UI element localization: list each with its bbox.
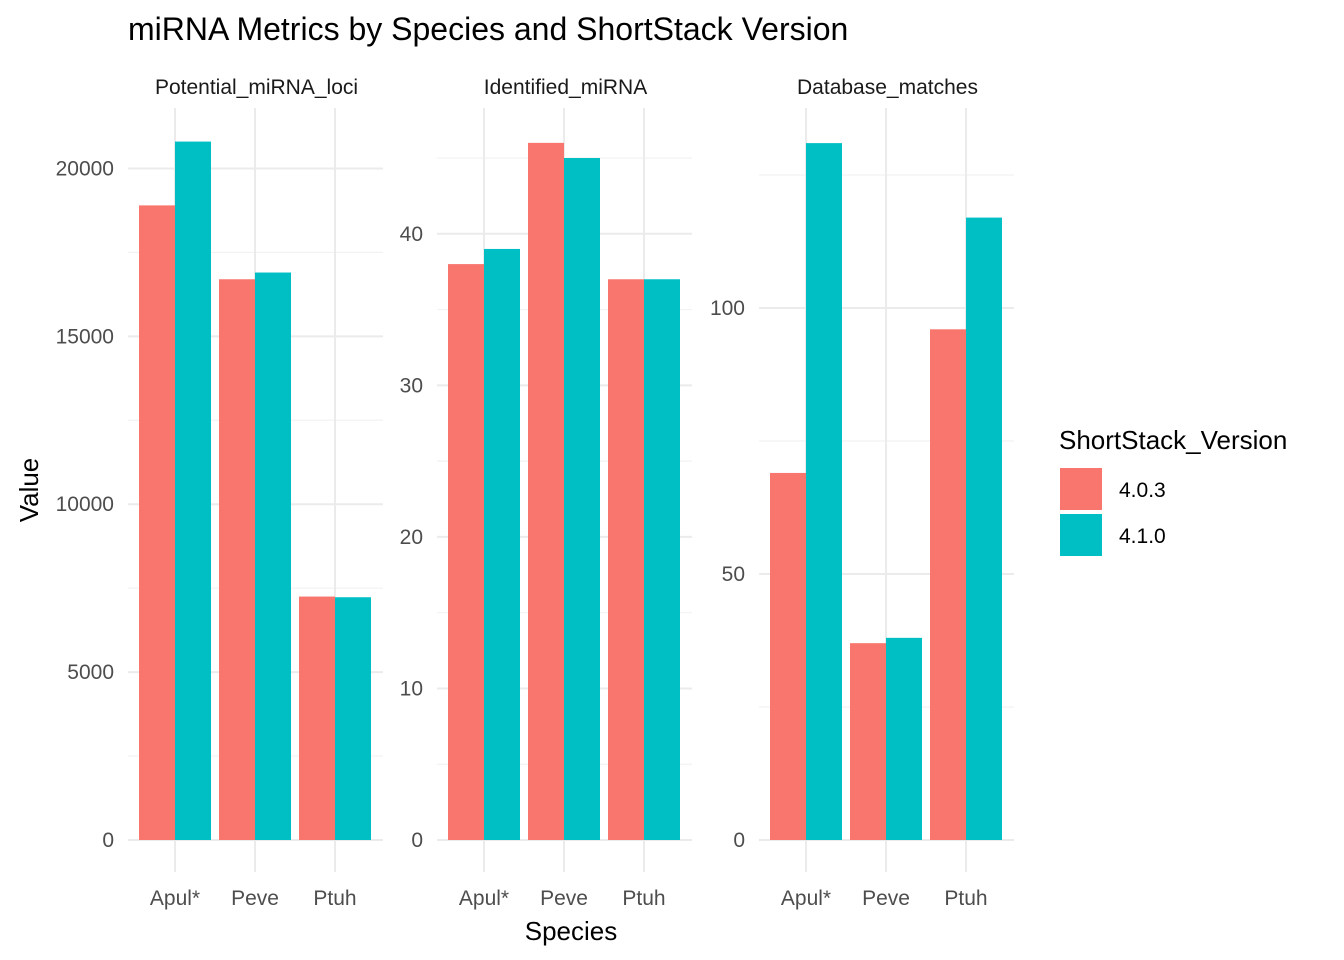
bar-database-matches-peve-4-1-0 [886,637,922,840]
x-tick-label: Ptuh [622,887,665,910]
bar-database-matches-apul-4-0-3 [770,472,806,840]
x-tick-label: Apul* [150,887,200,910]
bar-potential-mirna-loci-apul-4-0-3 [139,205,175,840]
bar-database-matches-apul-4-1-0 [806,143,842,840]
x-tick-label: Peve [231,887,279,910]
legend-label-4-1-0: 4.1.0 [1119,525,1166,548]
bar-potential-mirna-loci-peve-4-0-3 [219,279,255,841]
y-axis-title: Value [14,458,44,523]
y-tick-label: 50 [722,563,745,586]
x-tick-label: Peve [540,887,588,910]
facet-panels: Potential_miRNA_loci05000100001500020000… [56,76,1014,910]
legend-swatch-4-1-0 [1060,514,1102,556]
chart-title: miRNA Metrics by Species and ShortStack … [128,11,848,47]
y-tick-label: 0 [102,829,114,852]
x-tick-label: Apul* [459,887,509,910]
facet-panel-identified-mirna: Identified_miRNA 0 10 20 30 40 Apul* Peve Ptuh [400,76,692,910]
bar-potential-mirna-loci-ptuh-4-1-0 [335,597,371,840]
facet-strip-label: Database_matches [797,76,978,99]
bar-identified-mirna-ptuh-4-0-3 [608,279,644,841]
x-tick-label: Ptuh [313,887,356,910]
y-tick-label: 5000 [67,661,114,684]
bar-potential-mirna-loci-peve-4-1-0 [255,272,291,840]
x-tick-label: Peve [862,887,910,910]
bar-identified-mirna-peve-4-0-3 [528,142,564,840]
facet-panel-potential-mirna-loci: Potential_miRNA_loci 0 5000 10000 15000 20000… [56,76,383,910]
y-tick-label: 30 [400,374,423,397]
y-tick-label: 20000 [56,157,114,180]
facet-panel-database-matches: Database_matches 0 50 100 Apul* Peve Ptuh [710,76,1014,910]
y-tick-label: 15000 [56,325,114,348]
y-tick-label: 100 [710,297,745,320]
y-tick-label: 10000 [56,493,114,516]
bar-identified-mirna-ptuh-4-1-0 [644,279,680,841]
legend-label-4-0-3: 4.0.3 [1119,479,1166,502]
bar-identified-mirna-apul-4-0-3 [448,264,484,840]
y-tick-label: 40 [400,223,423,246]
bar-identified-mirna-apul-4-1-0 [484,248,520,840]
bar-potential-mirna-loci-ptuh-4-0-3 [299,596,335,840]
bar-database-matches-ptuh-4-1-0 [966,217,1002,840]
y-tick-label: 0 [733,829,745,852]
facet-strip-label: Potential_miRNA_loci [155,76,358,99]
y-tick-label: 10 [400,677,423,700]
x-axis-title: Species [525,916,618,946]
legend: ShortStack_Version 4.0.3 4.1.0 [1059,425,1287,556]
y-tick-label: 20 [400,526,423,549]
facet-strip-label: Identified_miRNA [484,76,647,99]
bar-identified-mirna-peve-4-1-0 [564,158,600,840]
x-tick-label: Apul* [781,887,831,910]
y-tick-label: 0 [411,829,423,852]
bar-database-matches-peve-4-0-3 [850,643,886,840]
legend-swatch-4-0-3 [1060,468,1102,510]
x-tick-label: Ptuh [944,887,987,910]
legend-title: ShortStack_Version [1059,425,1287,455]
bar-database-matches-ptuh-4-0-3 [930,329,966,840]
bar-potential-mirna-loci-apul-4-1-0 [175,141,211,840]
